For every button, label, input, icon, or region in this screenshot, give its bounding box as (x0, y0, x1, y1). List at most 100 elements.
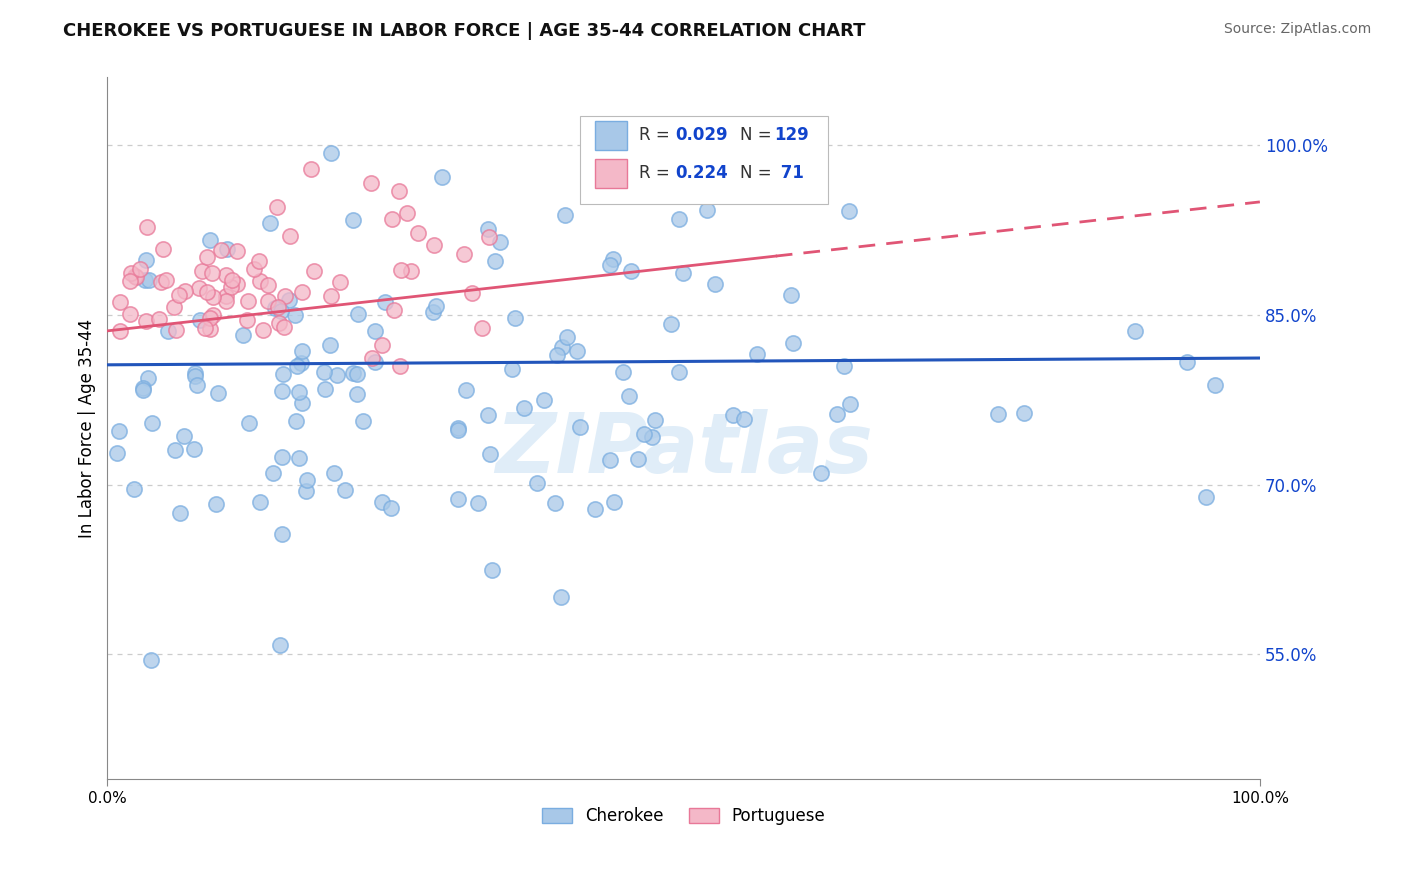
Point (236, 294, 259, 309)
Point (110, 325, 132, 339)
Point (422, 305, 444, 319)
Point (262, 466, 284, 480)
Point (318, 338, 340, 352)
Point (326, 368, 349, 382)
Point (644, 413, 666, 427)
Point (152, 242, 174, 256)
Point (581, 159, 603, 173)
Point (1175, 355, 1198, 369)
Point (599, 453, 621, 467)
Point (839, 396, 862, 410)
Point (370, 495, 392, 509)
Point (270, 384, 292, 398)
Point (141, 416, 163, 430)
Point (554, 209, 576, 223)
Point (207, 385, 229, 400)
Point (243, 261, 266, 276)
Point (264, 301, 287, 315)
Text: 129: 129 (775, 127, 810, 145)
Point (352, 414, 374, 428)
Point (125, 270, 148, 285)
Text: 71: 71 (775, 164, 804, 182)
Point (453, 246, 475, 260)
Point (198, 310, 221, 325)
Point (388, 185, 411, 199)
Point (555, 330, 578, 344)
Point (617, 389, 640, 403)
Point (612, 365, 634, 379)
Point (122, 482, 145, 496)
Point (696, 202, 718, 217)
Point (477, 222, 499, 236)
Point (447, 421, 470, 435)
Point (425, 299, 447, 313)
Point (295, 473, 318, 487)
Point (217, 242, 239, 256)
Point (488, 235, 510, 249)
Point (271, 450, 294, 464)
Point (195, 250, 218, 264)
Point (461, 285, 484, 300)
Point (284, 308, 307, 322)
Point (173, 429, 195, 443)
Point (131, 383, 153, 397)
Point (1125, 324, 1147, 338)
Point (319, 145, 342, 160)
Legend: Cherokee, Portuguese: Cherokee, Portuguese (533, 799, 834, 834)
Point (342, 213, 364, 227)
Text: 0.029: 0.029 (675, 127, 728, 145)
Point (200, 233, 222, 247)
Point (432, 170, 454, 185)
Point (173, 284, 195, 298)
Point (478, 230, 501, 244)
Text: CHEROKEE VS PORTUGUESE IN LABOR FORCE | AGE 35-44 CORRELATION CHART: CHEROKEE VS PORTUGUESE IN LABOR FORCE | … (63, 22, 866, 40)
Point (249, 495, 271, 509)
Point (333, 483, 356, 497)
Point (602, 252, 624, 266)
Point (269, 316, 291, 330)
Point (568, 420, 591, 434)
Point (659, 318, 682, 332)
Point (269, 638, 291, 652)
Text: R =: R = (638, 164, 675, 182)
Point (273, 320, 295, 334)
Point (533, 392, 555, 407)
Point (838, 204, 860, 219)
Point (257, 293, 280, 308)
Point (134, 272, 156, 286)
Point (1012, 406, 1035, 420)
Point (347, 308, 370, 322)
Point (274, 289, 297, 303)
Point (371, 338, 394, 352)
FancyBboxPatch shape (579, 116, 828, 203)
Point (266, 300, 288, 314)
Point (257, 278, 280, 293)
Text: 0.224: 0.224 (675, 164, 728, 182)
Point (183, 442, 205, 457)
Point (314, 383, 336, 397)
Point (633, 426, 655, 441)
Point (201, 289, 224, 303)
Point (388, 359, 411, 373)
Point (291, 344, 314, 359)
Point (148, 312, 170, 326)
Point (201, 266, 224, 280)
Point (1195, 491, 1218, 505)
Point (278, 293, 301, 307)
Point (503, 311, 526, 326)
Point (236, 313, 259, 327)
Point (389, 263, 412, 277)
Point (703, 277, 725, 292)
Point (118, 274, 141, 288)
Point (668, 212, 690, 227)
Point (238, 416, 260, 430)
Point (183, 366, 205, 380)
Point (136, 219, 159, 234)
Point (290, 355, 312, 369)
Point (271, 367, 294, 381)
Point (1204, 377, 1226, 392)
Point (382, 302, 405, 317)
Point (291, 396, 314, 410)
Point (456, 384, 478, 398)
Point (323, 466, 346, 480)
